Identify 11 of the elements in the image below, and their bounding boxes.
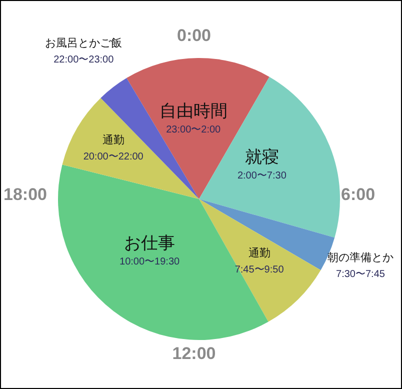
text: 6:00 — [341, 185, 376, 204]
text: 18:00 — [4, 185, 47, 204]
pie-slice — [199, 199, 321, 322]
slice-label: お仕事 10:00〜19:30 — [120, 233, 180, 268]
slice-label: 朝の準備とか 7:30〜7:45 — [327, 251, 394, 280]
slice-label: 就寝 2:00〜7:30 — [237, 147, 287, 182]
text: 12:00 — [172, 344, 216, 363]
slice-label: 通勤 20:00〜22:00 — [83, 134, 144, 163]
text: 0:00 — [176, 26, 212, 45]
slice-label: 自由時間 23:00〜2:00 — [159, 102, 228, 136]
slice-label: お風呂とかご飯 22:00〜23:00 — [45, 36, 122, 66]
